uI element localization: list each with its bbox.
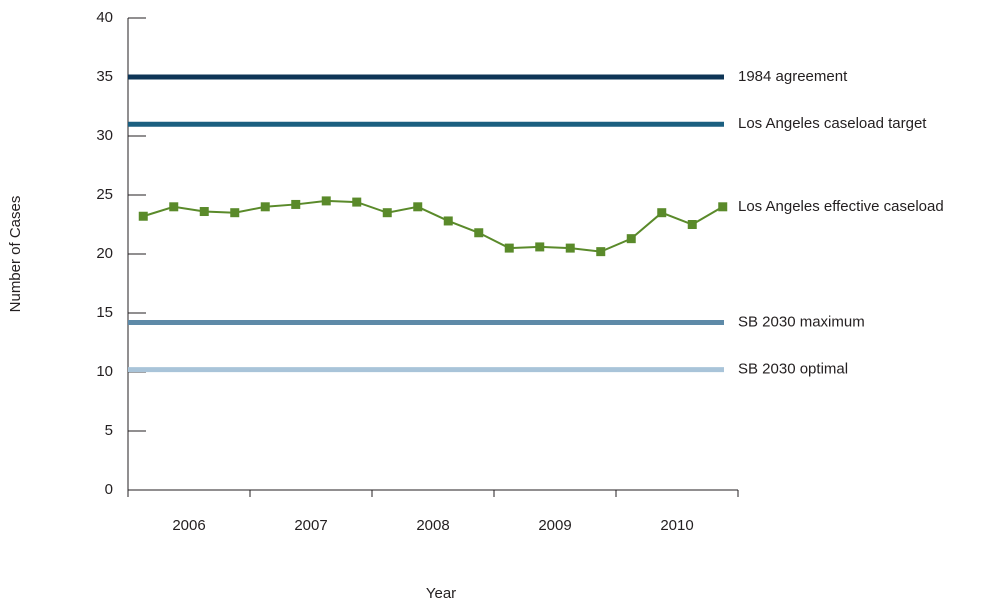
point-marker bbox=[230, 208, 240, 218]
y-tick-label: 20 bbox=[96, 245, 113, 262]
point-marker bbox=[657, 208, 667, 218]
point-marker bbox=[687, 220, 697, 229]
reference-label: 1984 agreement bbox=[738, 68, 848, 85]
point-marker bbox=[626, 234, 636, 244]
y-tick-label: 35 bbox=[96, 68, 113, 85]
series-line bbox=[142, 199, 724, 253]
y-tick-label: 0 bbox=[105, 481, 113, 498]
y-tick-label: 10 bbox=[96, 363, 113, 380]
x-tick-label: 2008 bbox=[416, 517, 449, 534]
point-marker bbox=[138, 211, 148, 221]
x-tick-label: 2007 bbox=[294, 517, 327, 534]
reference-label: Los Angeles caseload target bbox=[738, 115, 927, 132]
x-tick-label: 2010 bbox=[660, 517, 693, 534]
point-marker bbox=[718, 202, 728, 212]
y-tick-label: 5 bbox=[105, 422, 113, 439]
y-tick-label: 15 bbox=[96, 304, 113, 321]
x-tick-label: 2006 bbox=[172, 517, 205, 534]
point-marker bbox=[352, 197, 362, 207]
point-marker bbox=[169, 202, 179, 212]
point-marker bbox=[596, 247, 606, 257]
point-marker bbox=[260, 202, 270, 212]
y-axis-title: Number of Cases bbox=[7, 196, 24, 313]
point-marker bbox=[474, 228, 484, 238]
x-tick-label: 2009 bbox=[538, 517, 571, 534]
point-marker bbox=[321, 196, 331, 206]
point-marker bbox=[565, 243, 575, 253]
point-marker bbox=[413, 202, 423, 212]
y-tick-label: 30 bbox=[96, 127, 113, 144]
reference-label: SB 2030 optimal bbox=[738, 361, 848, 378]
series-label: Los Angeles effective caseload bbox=[738, 198, 944, 215]
point-marker bbox=[199, 207, 209, 217]
point-marker bbox=[535, 242, 545, 252]
point-marker bbox=[382, 208, 392, 218]
point-marker bbox=[291, 199, 301, 209]
point-marker bbox=[443, 216, 453, 226]
x-axis-title: Year bbox=[426, 585, 456, 602]
point-marker bbox=[504, 243, 514, 253]
reference-label: SB 2030 maximum bbox=[738, 313, 865, 330]
y-tick-label: 40 bbox=[96, 9, 113, 26]
y-tick-label: 25 bbox=[96, 186, 113, 203]
